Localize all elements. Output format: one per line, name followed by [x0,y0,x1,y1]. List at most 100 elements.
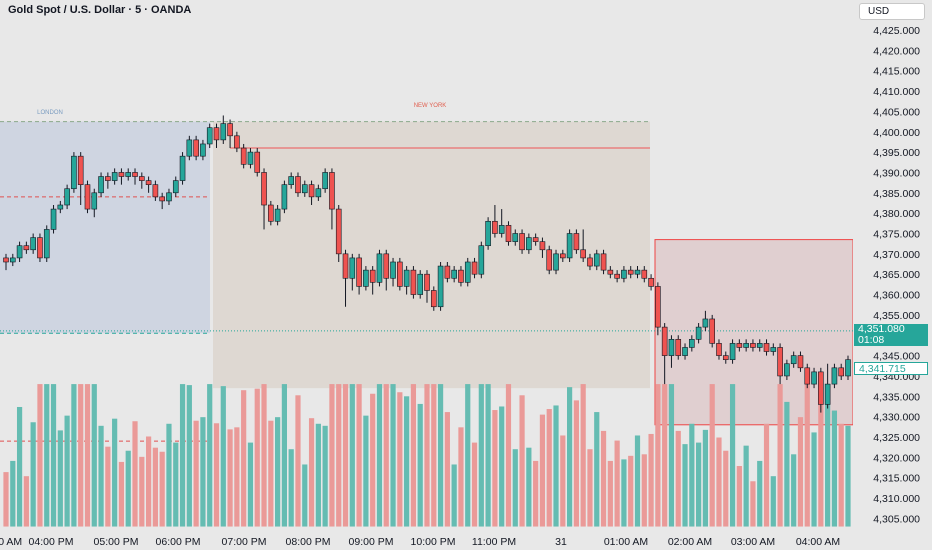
volume-bar [526,447,532,527]
candle [329,172,335,210]
candle [573,233,580,251]
volume-bar [431,384,437,527]
volume-bar [818,384,824,527]
candle [397,261,403,287]
candle [818,371,824,405]
volume-bar [268,420,274,527]
volume-bar [736,465,742,527]
y-tick-label: 4,325.000 [873,432,920,444]
volume-bar [44,384,50,527]
candle [729,343,736,360]
candle [268,204,274,222]
candle [281,184,288,210]
candle [315,188,322,198]
y-tick-label: 4,315.000 [873,473,920,485]
candle [261,172,267,206]
volume-bar [207,384,213,527]
candle [240,147,247,165]
volume-bar [750,481,756,527]
candle [790,355,797,365]
candle [254,151,261,173]
volume-bar [811,432,817,527]
x-tick-label: 01:00 AM [604,536,648,548]
volume-bar [797,417,804,527]
volume-bar [179,384,186,527]
volume-bar [458,427,464,527]
candle [37,237,43,259]
candle [139,176,145,181]
newyork-session-zone [213,121,650,389]
x-tick-label: 31 [555,536,567,548]
x-tick-label: 08:00 PM [286,536,331,548]
candle [295,176,301,194]
last-price-tag: 4,351.080 01:08 [854,324,928,346]
candle [383,253,390,279]
y-tick-label: 4,390.000 [873,167,920,179]
candle [716,343,722,356]
last-price-label: 4,351.080 [858,323,905,335]
candle [539,241,546,251]
volume-bar [804,384,810,527]
candle [709,318,715,344]
volume-bar [261,384,267,527]
volume-bar [10,460,16,527]
volume-bar [702,429,709,527]
volume-bar [132,421,138,527]
candle [349,257,356,279]
y-tick-label: 4,345.000 [873,351,920,363]
candle [308,184,315,198]
volume-bar [173,442,179,527]
candle [132,172,138,177]
candle [736,343,743,348]
volume-bar [784,401,790,527]
candle [98,176,104,194]
volume-bar [594,412,600,527]
x-tick-label: 10:00 PM [411,536,456,548]
y-tick-label: 4,410.000 [873,86,920,98]
y-tick-label: 4,360.000 [873,290,920,302]
candle [84,184,91,210]
candle [458,269,464,283]
volume-bar [84,384,91,527]
volume-bar [641,454,647,527]
candle [274,208,281,222]
volume-bar [580,384,586,527]
y-tick-label: 4,395.000 [873,147,920,159]
volume-bar [308,418,315,527]
y-tick-label: 4,305.000 [873,513,920,525]
y-tick-label: 4,415.000 [873,66,920,78]
volume-bar [23,476,29,527]
volume-bar [696,442,702,527]
volume-bar [709,384,715,527]
y-tick-label: 4,335.000 [873,391,920,403]
volume-bar [186,385,192,527]
candle [600,253,607,271]
volume-bar [560,435,566,527]
volume-bar [105,446,111,527]
volume-bar [139,456,145,527]
volume-bar [342,384,349,527]
candle [179,155,186,181]
volume-bar [16,406,23,527]
candle [227,123,233,137]
candle [614,273,620,279]
volume-bar [648,433,654,527]
candle [689,339,695,348]
candle [16,245,23,259]
candle [580,249,586,259]
y-tick-label: 4,375.000 [873,229,920,241]
volume-bar [662,384,668,527]
candle [335,208,342,255]
volume-bar [370,393,376,527]
x-tick-label: 09:00 PM [349,536,394,548]
volume-bar [390,384,396,527]
candle [424,273,430,291]
currency-selector[interactable]: USD [859,3,925,20]
candle [220,123,227,141]
volume-bar [729,384,736,527]
candle [301,184,308,194]
candle [64,188,70,206]
volume-bar [376,384,383,527]
